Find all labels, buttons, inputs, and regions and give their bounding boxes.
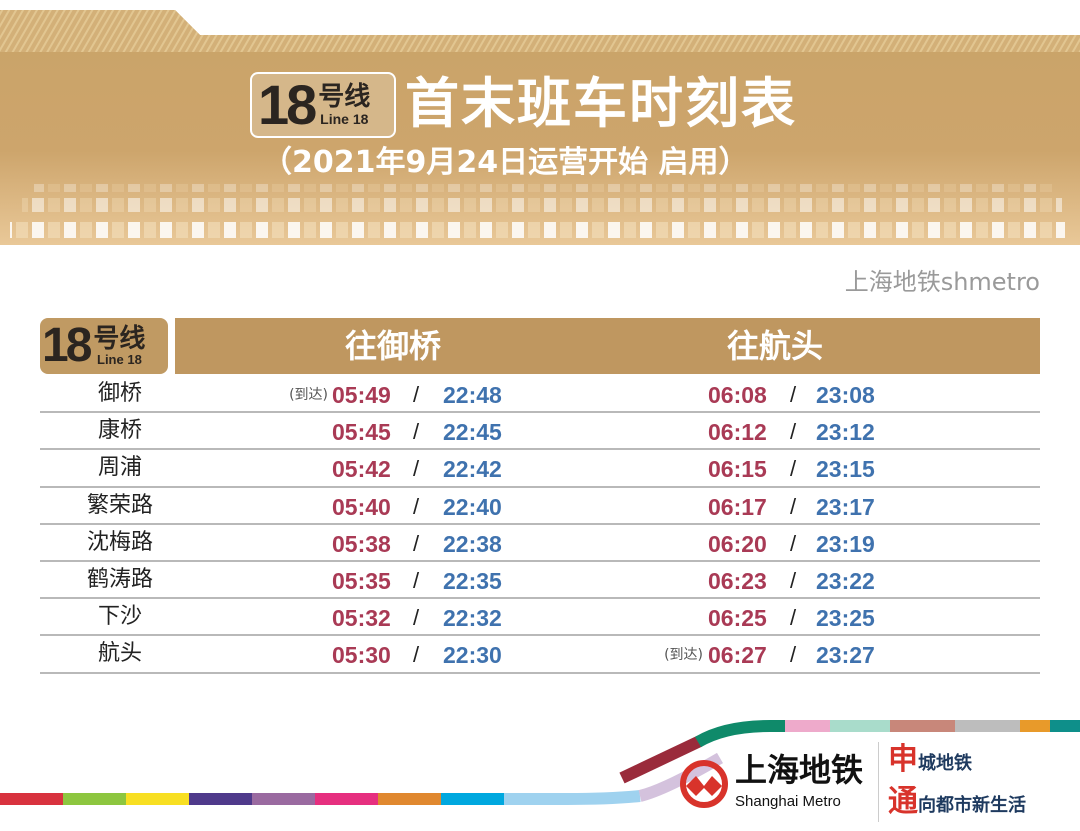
last-train-yuqiao: 22:30 xyxy=(443,642,502,669)
station-name: 航头 xyxy=(97,641,142,667)
last-train-yuqiao: 22:40 xyxy=(443,493,502,520)
timetable: 御桥 (到达) 05:49/22:48 06:08/23:08 康桥 05:45/22:4… xyxy=(40,376,1040,674)
table-header: 往御桥 往航头 xyxy=(175,318,1040,374)
separator: / xyxy=(413,456,420,482)
first-train-yuqiao: 05:32 xyxy=(332,605,391,632)
arrival-note: (到达) xyxy=(289,387,328,403)
separator: / xyxy=(790,530,797,556)
first-train-yuqiao: 05:45 xyxy=(332,419,391,446)
line-hao: 号线 xyxy=(318,82,371,112)
direction-hangtou: 往航头 xyxy=(727,327,824,365)
arrival-note: (到达) xyxy=(664,647,703,664)
first-train-hangtou: 06:08 xyxy=(708,382,767,408)
line-en: Line 18 xyxy=(97,352,142,368)
watermark: 上海地铁shmetro xyxy=(844,268,1040,296)
slogan-big-char: 通 xyxy=(888,784,918,819)
slogan-text: 向都市新生活 xyxy=(918,795,1026,816)
header-banner xyxy=(0,10,1080,245)
station-name: 繁荣路 xyxy=(86,492,153,518)
stripe-segment xyxy=(694,720,785,748)
table-row: 沈梅路 05:38 / 22:38 06:20 / 23:19 xyxy=(40,525,1040,562)
line-18-badge: 18 号线 Line 18 xyxy=(250,72,396,138)
separator: / xyxy=(413,605,420,631)
station-name: 周浦 xyxy=(97,455,142,481)
last-train-hangtou: 23:17 xyxy=(816,493,875,520)
stripe-segment xyxy=(566,790,641,805)
first-train-yuqiao: 05:35 xyxy=(332,567,391,594)
table-row: 繁荣路 05:40 / 22:40 06:17 / 23:17 xyxy=(40,488,1040,525)
line-number: 18 xyxy=(258,73,317,136)
separator: / xyxy=(790,605,797,631)
page-title: 首末班车时刻表 xyxy=(405,72,797,135)
station-name: 御桥 xyxy=(97,381,142,406)
table-line-badge: 18 号线 Line 18 xyxy=(40,318,168,374)
separator: / xyxy=(413,382,420,407)
last-train-yuqiao: 22:32 xyxy=(443,605,502,632)
table-row: 康桥 05:45 / 22:45 06:12 / 23:12 xyxy=(40,413,1040,451)
first-train-hangtou: 06:12 xyxy=(708,419,767,446)
first-train-hangtou: 06:25 xyxy=(708,605,767,632)
first-train-yuqiao: 05:42 xyxy=(332,456,391,483)
separator: / xyxy=(413,642,420,668)
first-train-hangtou: 06:17 xyxy=(708,493,767,520)
last-train-hangtou: 23:08 xyxy=(816,382,875,408)
station-name: 沈梅路 xyxy=(86,529,153,555)
table-row: 航头 (到达) 05:30 / 22:30 06:27 / 23:27 xyxy=(40,636,1040,674)
shanghai-metro-logo-icon xyxy=(680,760,728,808)
separator: / xyxy=(790,456,797,482)
brand-cn: 上海地铁 xyxy=(735,751,864,789)
stripe-segment xyxy=(619,735,703,784)
first-train-hangtou: 06:20 xyxy=(708,530,767,557)
last-train-hangtou: 23:22 xyxy=(816,567,875,594)
separator: / xyxy=(413,530,420,556)
first-train-yuqiao: 05:30 xyxy=(332,642,391,669)
separator: / xyxy=(413,493,420,519)
separator: / xyxy=(790,382,797,407)
direction-yuqiao: 往御桥 xyxy=(345,327,442,365)
station-name: 康桥 xyxy=(97,418,142,444)
last-train-yuqiao: 22:35 xyxy=(443,567,502,594)
brand-en: Shanghai Metro xyxy=(735,793,841,810)
first-train-yuqiao: 05:40 xyxy=(332,493,391,520)
last-train-yuqiao: 22:42 xyxy=(443,456,502,483)
station-name: 鹤涛路 xyxy=(86,566,153,592)
table-row: 下沙 05:32 / 22:32 06:25 / 23:25 xyxy=(40,599,1040,637)
line-hao: 号线 xyxy=(93,323,146,354)
separator: / xyxy=(790,642,797,668)
table-row: 周浦 05:42 / 22:42 06:15 / 23:15 xyxy=(40,450,1040,488)
last-train-hangtou: 23:19 xyxy=(816,530,875,557)
separator: / xyxy=(790,493,797,519)
station-name: 下沙 xyxy=(97,604,142,630)
slogan-big-char: 申 xyxy=(888,742,918,777)
last-train-yuqiao: 22:38 xyxy=(443,530,502,557)
first-train-yuqiao: 05:49 xyxy=(332,382,391,408)
first-train-hangtou: 06:23 xyxy=(708,567,767,594)
separator: / xyxy=(413,567,420,593)
table-row: 鹤涛路 05:35 / 22:35 06:23 / 23:22 xyxy=(40,562,1040,600)
separator: / xyxy=(790,419,797,445)
first-train-hangtou: 06:27 xyxy=(708,642,767,669)
first-train-yuqiao: 05:38 xyxy=(332,530,391,557)
line-number: 18 xyxy=(42,319,92,372)
slogan-line-1: 申城地铁 xyxy=(888,743,972,781)
slogan-text: 城地铁 xyxy=(918,753,972,774)
table-row: 御桥 (到达) 05:49 / 22:48 06:08 / 23:08 xyxy=(40,376,1040,414)
last-train-hangtou: 23:25 xyxy=(816,605,875,632)
line-en: Line 18 xyxy=(320,110,369,127)
slogan-line-2: 通向都市新生活 xyxy=(888,785,1026,823)
last-train-hangtou: 23:15 xyxy=(816,456,875,483)
divider xyxy=(878,742,879,822)
last-train-hangtou: 23:27 xyxy=(816,642,875,669)
page-subtitle: （2021年9月24日运营开始 启用） xyxy=(262,145,749,180)
last-train-yuqiao: 22:45 xyxy=(443,419,502,446)
separator: / xyxy=(413,419,420,445)
last-train-yuqiao: 22:48 xyxy=(443,382,502,408)
separator: / xyxy=(790,567,797,593)
last-train-hangtou: 23:12 xyxy=(816,419,875,446)
first-train-hangtou: 06:15 xyxy=(708,456,767,483)
metro-line-stripe xyxy=(0,720,1080,805)
